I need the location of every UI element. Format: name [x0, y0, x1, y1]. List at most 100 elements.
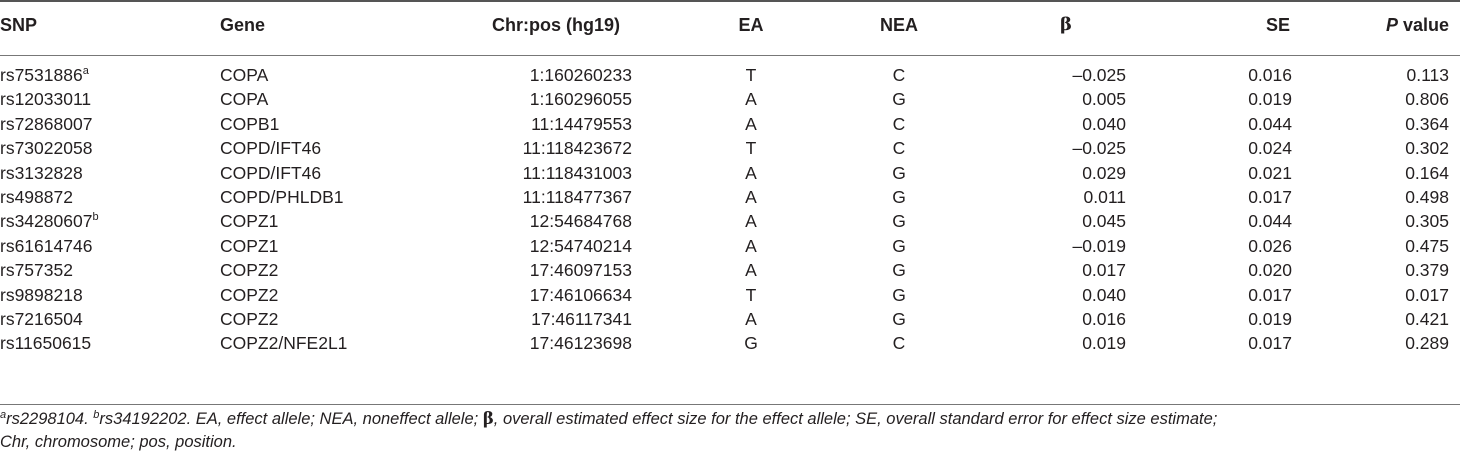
cell-ea-text: T: [745, 284, 757, 305]
cell-beta: 0.016: [1000, 306, 1126, 332]
cell-gene-text: COPZ2: [220, 284, 279, 305]
cell-beta: 0.040: [1000, 282, 1126, 308]
cell-snp: rs72868007: [0, 111, 92, 137]
cell-se: 0.044: [1180, 111, 1292, 137]
cell-beta-text: 0.016: [1082, 309, 1126, 329]
cell-snp-text: rs9898218: [0, 284, 83, 305]
table-header-row: SNP Gene Chr:pos (hg19) EA NEA β SE P va…: [0, 12, 1460, 38]
cell-nea-text: G: [892, 162, 906, 183]
cell-snp-text: rs757352: [0, 260, 73, 281]
cell-beta-text: 0.005: [1082, 89, 1126, 110]
cell-gene-text: COPA: [220, 65, 269, 85]
footnote-text-a: rs2298104.: [6, 410, 94, 428]
cell-ea-text: T: [745, 138, 757, 159]
cell-snp-text: rs34280607: [0, 211, 93, 232]
cell-chr-pos: 11:118423672: [480, 135, 632, 161]
cell-se: 0.020: [1180, 257, 1292, 283]
cell-ea: A: [718, 306, 784, 332]
cell-se-text: 0.017: [1248, 284, 1292, 305]
header-p-value: P value: [1300, 12, 1449, 38]
cell-chr-pos-text: 11:118431003: [522, 162, 632, 183]
cell-se: 0.016: [1180, 62, 1292, 88]
cell-p-value: 0.289: [1300, 330, 1449, 356]
cell-gene-text: COPA: [220, 89, 269, 110]
cell-ea: T: [718, 282, 784, 308]
header-nea: NEA: [879, 15, 918, 35]
cell-p-value-text: 0.475: [1405, 235, 1449, 256]
cell-ea-text: A: [745, 235, 757, 256]
footnote-text-c: , overall estimated effect size for the …: [493, 410, 1218, 428]
cell-gene-text: COPD/IFT46: [220, 138, 322, 159]
cell-se: 0.044: [1180, 208, 1292, 234]
cell-beta: 0.005: [1000, 86, 1126, 112]
cell-gene: COPD/IFT46: [220, 160, 321, 186]
table-row: rs9898218 COPZ2 17:46106634 T G 0.040 0.017 0.0…: [0, 282, 1460, 308]
header-chr-pos: Chr:pos (hg19): [492, 15, 620, 35]
cell-ea-text: A: [745, 260, 757, 281]
cell-nea: C: [864, 62, 934, 88]
cell-nea: G: [864, 306, 934, 332]
table-row: rs34280607b COPZ1 12:54684768 A G 0.045 0.044 0…: [0, 208, 1460, 234]
cell-p-value: 0.475: [1300, 233, 1449, 259]
cell-beta-text: 0.011: [1083, 187, 1127, 207]
cell-beta-text: –0.025: [1072, 65, 1126, 85]
cell-nea-text: C: [892, 65, 906, 85]
header-snp: SNP: [0, 15, 38, 35]
table-top-rule: [0, 0, 1460, 2]
cell-nea: C: [864, 135, 934, 161]
cell-snp: rs498872: [0, 184, 73, 210]
cell-snp: rs34280607b: [0, 208, 99, 234]
cell-snp-text: rs7216504: [0, 309, 83, 329]
cell-p-value-text: 0.806: [1405, 89, 1449, 110]
cell-p-value: 0.379: [1300, 257, 1449, 283]
cell-snp: rs757352: [0, 257, 73, 283]
cell-gene-text: COPZ2/NFE2L1: [220, 333, 348, 354]
cell-chr-pos-text: 1:160260233: [529, 65, 632, 85]
cell-se-text: 0.044: [1248, 211, 1292, 232]
cell-ea: T: [718, 62, 784, 88]
cell-chr-pos-text: 11:118423672: [522, 138, 632, 159]
cell-nea-text: G: [892, 260, 906, 281]
header-p-rest: value: [1397, 15, 1449, 35]
cell-ea-text: G: [744, 333, 758, 354]
cell-gene-text: COPB1: [220, 113, 280, 134]
cell-beta-text: 0.040: [1082, 284, 1126, 305]
cell-chr-pos: 11:14479553: [480, 111, 632, 137]
cell-nea: G: [864, 160, 934, 186]
cell-se-text: 0.017: [1248, 333, 1292, 354]
footnote-sup-a: a: [0, 409, 7, 421]
cell-chr-pos: 1:160296055: [480, 86, 632, 112]
cell-nea-text: C: [892, 113, 906, 134]
cell-p-value: 0.498: [1300, 184, 1449, 210]
cell-ea-text: A: [745, 89, 757, 110]
cell-p-value-text: 0.302: [1405, 138, 1449, 159]
footnote-marker: a: [82, 65, 89, 77]
cell-nea-text: C: [892, 333, 906, 354]
cell-se: 0.024: [1180, 135, 1292, 161]
footnote-beta-symbol: β: [482, 409, 494, 428]
cell-nea-text: G: [892, 309, 906, 329]
cell-p-value: 0.806: [1300, 86, 1449, 112]
cell-beta: –0.025: [1000, 62, 1126, 88]
cell-beta-text: 0.017: [1082, 260, 1126, 281]
cell-nea-text: C: [892, 138, 906, 159]
table-row: rs7531886a COPA 1:160260233 T C –0.025 0.016 0.…: [0, 62, 1460, 88]
cell-beta-text: 0.019: [1082, 333, 1126, 354]
cell-se-text: 0.024: [1248, 138, 1292, 159]
cell-chr-pos: 17:46123698: [480, 330, 632, 356]
cell-ea-text: A: [745, 162, 757, 183]
cell-ea: A: [718, 233, 784, 259]
cell-chr-pos-text: 11:118477367: [522, 187, 632, 207]
table-row: rs73022058 COPD/IFT46 11:118423672 T C –0.025…: [0, 135, 1460, 161]
cell-se-text: 0.017: [1248, 187, 1292, 207]
cell-nea-text: G: [892, 187, 906, 207]
cell-snp: rs7531886a: [0, 62, 89, 88]
cell-snp-text: rs3132828: [0, 162, 83, 183]
cell-ea-text: A: [745, 211, 757, 232]
cell-se: 0.017: [1180, 282, 1292, 308]
cell-beta-text: –0.019: [1072, 235, 1126, 256]
table-footnote: ars2298104. brs34192202. EA, effect alle…: [0, 407, 1455, 454]
cell-gene: COPD/IFT46: [220, 135, 321, 161]
cell-p-value-text: 0.379: [1405, 260, 1449, 281]
cell-p-value: 0.305: [1300, 208, 1449, 234]
